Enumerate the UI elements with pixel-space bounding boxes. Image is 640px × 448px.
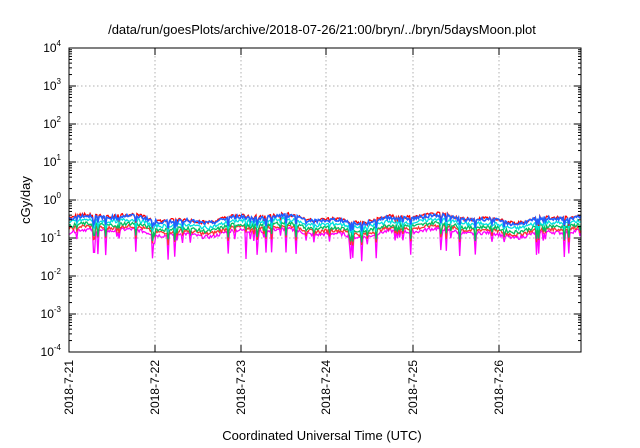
y-tick-label: 10-1 bbox=[41, 229, 62, 245]
grid bbox=[69, 48, 581, 352]
series-line-4 bbox=[68, 216, 582, 236]
x-tick-label: 2018-7-23 bbox=[234, 360, 248, 415]
x-tick-label: 2018-7-26 bbox=[492, 360, 506, 415]
y-tick-label: 103 bbox=[43, 77, 61, 93]
x-axis: 2018-7-21 2018-7-22 2018-7-23 2018-7-24 2018… bbox=[62, 48, 506, 415]
series-line-1 bbox=[68, 224, 582, 262]
x-tick-label: 2018-7-25 bbox=[406, 360, 420, 415]
x-tick-label: 2018-7-22 bbox=[148, 360, 162, 415]
y-tick-label: 101 bbox=[43, 153, 61, 169]
x-tick-label: 2018-7-21 bbox=[62, 360, 76, 415]
x-tick-label: 2018-7-24 bbox=[319, 360, 333, 415]
chart-title: /data/run/goesPlots/archive/2018-07-26/2… bbox=[108, 22, 536, 37]
y-tick-label: 100 bbox=[43, 191, 61, 207]
y-axis-label: cGy/day bbox=[18, 176, 33, 224]
y-axis: 10-4 10-3 10-2 10-1 100 101 102 103 104 bbox=[41, 39, 581, 359]
y-tick-label: 102 bbox=[43, 115, 61, 131]
y-tick-label: 104 bbox=[43, 39, 61, 55]
series-line-6 bbox=[68, 211, 582, 232]
x-axis-label: Coordinated Universal Time (UTC) bbox=[222, 428, 421, 443]
y-tick-label: 10-2 bbox=[41, 267, 62, 283]
series-line-3 bbox=[68, 218, 582, 243]
series-group bbox=[68, 211, 582, 262]
y-tick-label: 10-4 bbox=[41, 343, 62, 359]
y-tick-label: 10-3 bbox=[41, 305, 62, 321]
